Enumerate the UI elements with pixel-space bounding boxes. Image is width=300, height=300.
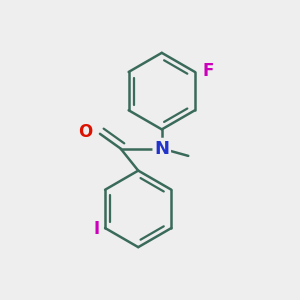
- Text: O: O: [78, 123, 93, 141]
- Text: N: N: [154, 140, 169, 158]
- Text: F: F: [202, 61, 214, 80]
- Text: I: I: [93, 220, 99, 238]
